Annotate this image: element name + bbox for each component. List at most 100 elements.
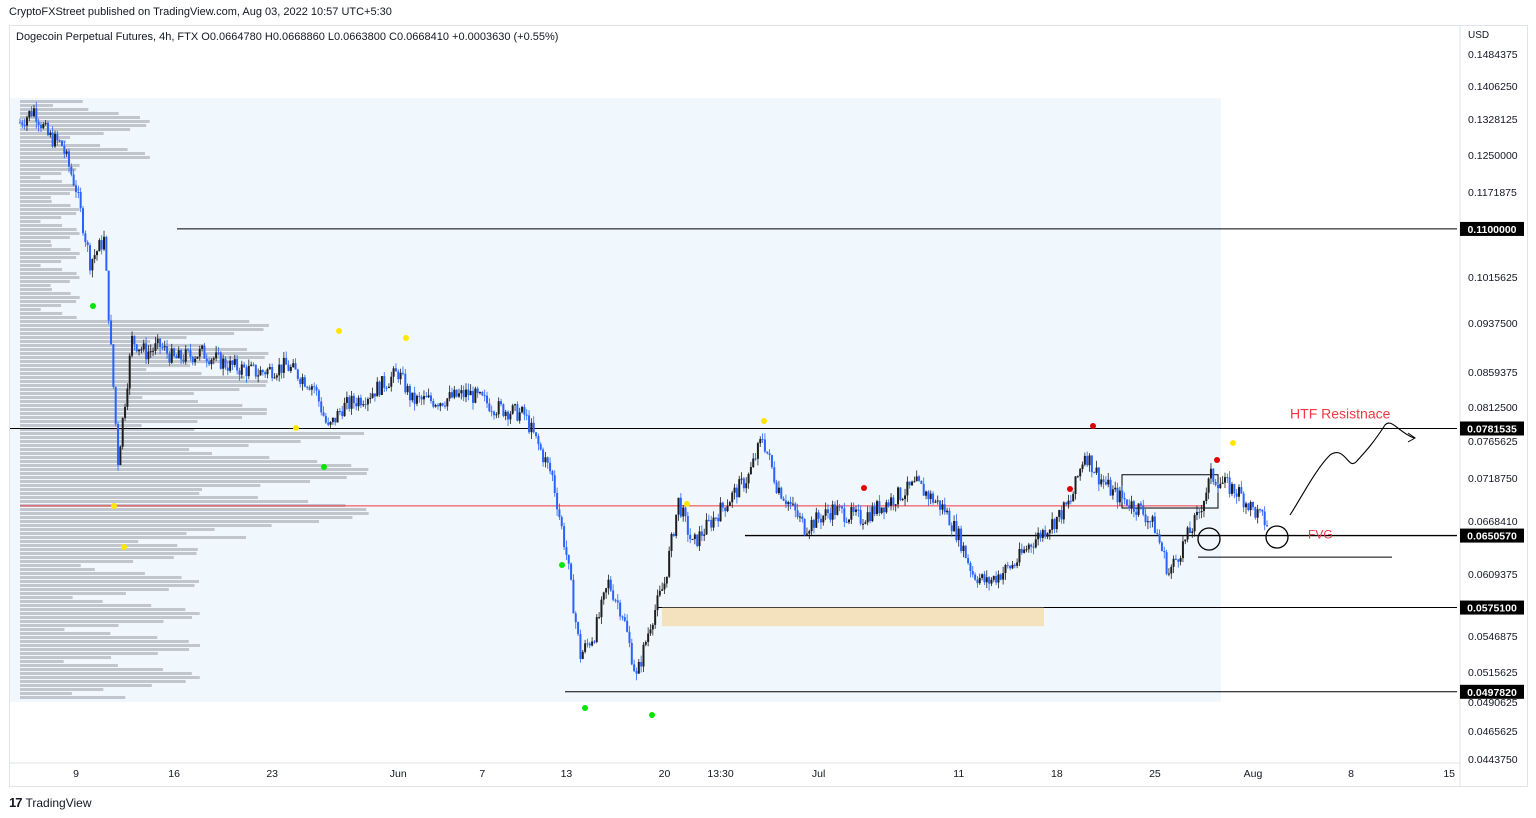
candle-body bbox=[240, 364, 243, 375]
volume-profile-bar bbox=[20, 572, 145, 575]
signal-dot bbox=[336, 328, 342, 334]
volume-profile-bar bbox=[20, 660, 64, 663]
candle-body bbox=[777, 487, 780, 494]
candle-body bbox=[1158, 534, 1161, 543]
volume-profile-bar bbox=[20, 692, 72, 695]
time-tick: 15 bbox=[1443, 768, 1455, 780]
volume-profile-bar bbox=[20, 232, 80, 235]
candle-body bbox=[518, 412, 521, 421]
candle-body bbox=[612, 590, 615, 600]
volume-profile-bar bbox=[20, 468, 369, 471]
candle-body bbox=[46, 123, 49, 136]
candle-body bbox=[1027, 544, 1030, 550]
volume-profile-bar bbox=[20, 668, 163, 671]
candle-body bbox=[1209, 468, 1212, 479]
candle-body bbox=[1263, 511, 1266, 526]
candle-body bbox=[901, 499, 904, 501]
candle-body bbox=[495, 414, 498, 416]
candle-body bbox=[915, 476, 918, 482]
candle-body bbox=[633, 664, 636, 672]
candle-body bbox=[467, 389, 470, 396]
candle-body bbox=[810, 519, 813, 532]
candle-body bbox=[317, 390, 320, 402]
price-tick: 0.0515625 bbox=[1468, 667, 1518, 679]
candle-body bbox=[946, 510, 949, 513]
candle-body bbox=[1051, 519, 1054, 530]
volume-profile-bar bbox=[20, 596, 73, 599]
candle-body bbox=[75, 185, 77, 192]
candle-body bbox=[191, 356, 194, 363]
candle-body bbox=[1067, 500, 1070, 505]
candle-body bbox=[789, 502, 792, 505]
candle-body bbox=[822, 515, 825, 523]
candle-body bbox=[1153, 516, 1156, 534]
candle-body bbox=[203, 345, 206, 359]
time-tick: 25 bbox=[1149, 768, 1161, 780]
candle-body bbox=[490, 411, 493, 413]
candle-body bbox=[1237, 487, 1240, 497]
candle-body bbox=[119, 446, 122, 466]
candle-body bbox=[913, 481, 916, 483]
candle-body bbox=[516, 404, 519, 421]
candle-body bbox=[182, 359, 185, 362]
candle-body bbox=[1228, 477, 1231, 494]
price-tick: 0.0812500 bbox=[1468, 402, 1518, 414]
candle-body bbox=[672, 533, 675, 536]
candle-body bbox=[1060, 510, 1063, 520]
candle-body bbox=[899, 487, 902, 500]
candle-body bbox=[817, 512, 820, 519]
candle-body bbox=[369, 397, 372, 399]
candle-body bbox=[266, 369, 269, 375]
candle-body bbox=[348, 397, 351, 409]
candle-body bbox=[261, 370, 264, 373]
candle-body bbox=[859, 510, 862, 524]
candle-body bbox=[39, 124, 42, 129]
candle-body bbox=[1226, 477, 1229, 479]
candle-body bbox=[974, 574, 977, 580]
candle-body bbox=[787, 502, 790, 505]
candle-body bbox=[455, 389, 458, 397]
candle-body bbox=[343, 402, 346, 417]
candle-body bbox=[619, 602, 622, 617]
candle-body bbox=[117, 423, 120, 466]
candle-body bbox=[747, 474, 750, 484]
candle-body bbox=[637, 661, 640, 674]
candle-body bbox=[894, 504, 897, 506]
candle-body bbox=[18, 122, 21, 124]
candle-body bbox=[1195, 511, 1198, 516]
candle-body bbox=[850, 507, 853, 520]
candle-body bbox=[628, 631, 631, 643]
volume-profile-bar bbox=[20, 484, 261, 487]
candle-body bbox=[869, 512, 872, 522]
volume-profile-bar bbox=[20, 532, 187, 535]
candle-body bbox=[514, 404, 517, 406]
candle-body bbox=[35, 108, 38, 122]
candle-body bbox=[215, 352, 218, 359]
candle-body bbox=[315, 387, 318, 391]
candle-body bbox=[686, 516, 689, 535]
candle-body bbox=[350, 395, 353, 409]
candle-body bbox=[149, 351, 152, 353]
volume-profile-bar bbox=[20, 140, 67, 143]
candle-body bbox=[556, 493, 559, 510]
candle-body bbox=[1177, 559, 1180, 562]
candle-body bbox=[642, 644, 645, 667]
price-label-box bbox=[1460, 221, 1524, 236]
volume-profile-bar bbox=[20, 424, 142, 427]
candle-body bbox=[121, 417, 124, 447]
candle-body bbox=[493, 411, 496, 416]
candle-body bbox=[600, 599, 603, 618]
candle-body bbox=[1013, 564, 1016, 566]
candle-body bbox=[194, 358, 197, 363]
candle-body bbox=[359, 397, 362, 406]
footer-brand[interactable]: 17 TradingView bbox=[9, 795, 92, 810]
candle-body bbox=[187, 349, 190, 351]
candle-body bbox=[257, 375, 260, 377]
candle-body bbox=[873, 506, 876, 515]
price-label: 0.0497820 bbox=[1467, 687, 1517, 699]
candle-body bbox=[219, 352, 222, 369]
candle-body bbox=[336, 411, 339, 423]
candle-body bbox=[1025, 549, 1028, 551]
volume-profile-bar bbox=[20, 604, 152, 607]
